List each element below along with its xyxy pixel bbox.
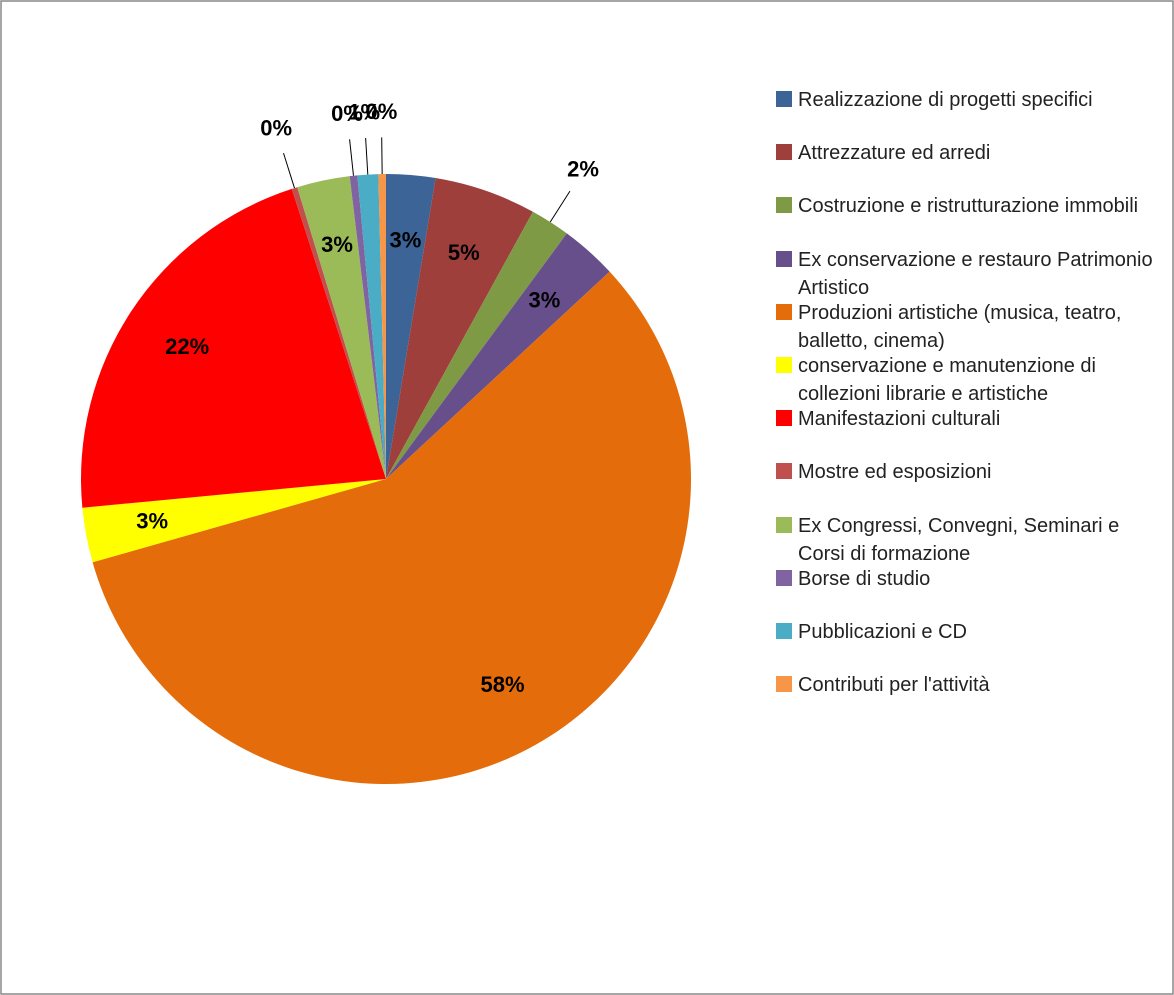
legend-item: Ex Congressi, Convegni, Seminari e Corsi… <box>776 512 1166 565</box>
legend-label: Contributi per l'attività <box>798 674 990 697</box>
legend-label: Pubblicazioni e CD <box>798 620 967 643</box>
legend-swatch <box>776 91 792 107</box>
legend-item: Attrezzature ed arredi <box>776 139 1166 192</box>
legend-label: Ex conservazione e restauro Patrimonio A… <box>798 248 1153 299</box>
pie-slice <box>349 175 386 479</box>
legend-item: Realizzazione di progetti specifici <box>776 86 1166 139</box>
legend-item: Produzioni artistiche (musica, teatro, b… <box>776 299 1166 352</box>
pie-slice <box>92 271 691 784</box>
legend-swatch <box>776 622 792 639</box>
legend-item: Ex conservazione e restauro Patrimonio A… <box>776 246 1166 299</box>
legend-item: Mostre ed esposizioni <box>776 458 1166 511</box>
legend-label: Manifestazioni culturali <box>798 408 1001 431</box>
pie-slice <box>357 174 386 480</box>
pie-slice <box>386 178 533 479</box>
legend-label: Realizzazione di progetti specifici <box>798 89 1093 111</box>
value-label: 3% <box>136 509 168 534</box>
leader-line <box>365 137 369 175</box>
legend-item: conservazione e manutenzione di collezio… <box>776 352 1166 405</box>
legend-swatch <box>776 410 792 427</box>
pie-slice <box>82 479 386 563</box>
value-label: 3% <box>390 228 422 253</box>
value-label: 3% <box>529 287 561 312</box>
legend-swatch <box>776 356 792 373</box>
legend-label: Mostre ed esposizioni <box>798 461 992 484</box>
pie-slice <box>378 174 386 479</box>
legend-item: Contributi per l'attività <box>776 671 1166 724</box>
value-label: 2% <box>567 156 599 181</box>
legend-swatch <box>776 197 792 214</box>
legend-label: Produzioni artistiche (musica, teatro, b… <box>798 301 1122 352</box>
value-label: 0% <box>366 99 398 124</box>
value-label: 0% <box>331 101 363 126</box>
leader-line <box>283 152 295 189</box>
legend-item: Pubblicazioni e CD <box>776 618 1166 671</box>
legend-label: Borse di studio <box>798 567 931 590</box>
pie-slice <box>297 176 386 479</box>
legend-item: Costruzione e ristrutturazione immobili <box>776 192 1166 245</box>
pie-slice <box>386 233 610 479</box>
value-label: 1% <box>348 99 380 124</box>
legend-swatch <box>776 250 792 267</box>
legend-swatch <box>776 516 792 533</box>
pie-slice <box>386 174 436 479</box>
legend-swatch <box>776 303 792 320</box>
legend-label: Attrezzature ed arredi <box>798 142 991 165</box>
legend: Realizzazione di progetti specifici Attre… <box>776 86 1166 724</box>
legend-item: Manifestazioni culturali <box>776 405 1166 458</box>
value-label: 5% <box>448 240 480 265</box>
legend-label: Ex Congressi, Convegni, Seminari e Corsi… <box>798 514 1120 565</box>
value-label: 22% <box>165 334 209 359</box>
legend-swatch <box>776 676 792 693</box>
value-label: 0% <box>260 116 292 141</box>
legend-swatch <box>776 144 792 161</box>
pie-slice <box>386 211 567 480</box>
leader-line <box>349 139 354 176</box>
value-label: 3% <box>321 232 353 257</box>
value-label: 58% <box>481 672 525 697</box>
legend-item: Borse di studio <box>776 565 1166 618</box>
pie-slice <box>80 188 386 508</box>
legend-swatch <box>776 463 792 480</box>
legend-label: conservazione e manutenzione di collezio… <box>798 354 1096 405</box>
legend-swatch <box>776 569 792 586</box>
legend-label: Costruzione e ristrutturazione immobili <box>798 195 1139 218</box>
leader-line <box>549 190 571 223</box>
pie-slice <box>291 187 386 479</box>
